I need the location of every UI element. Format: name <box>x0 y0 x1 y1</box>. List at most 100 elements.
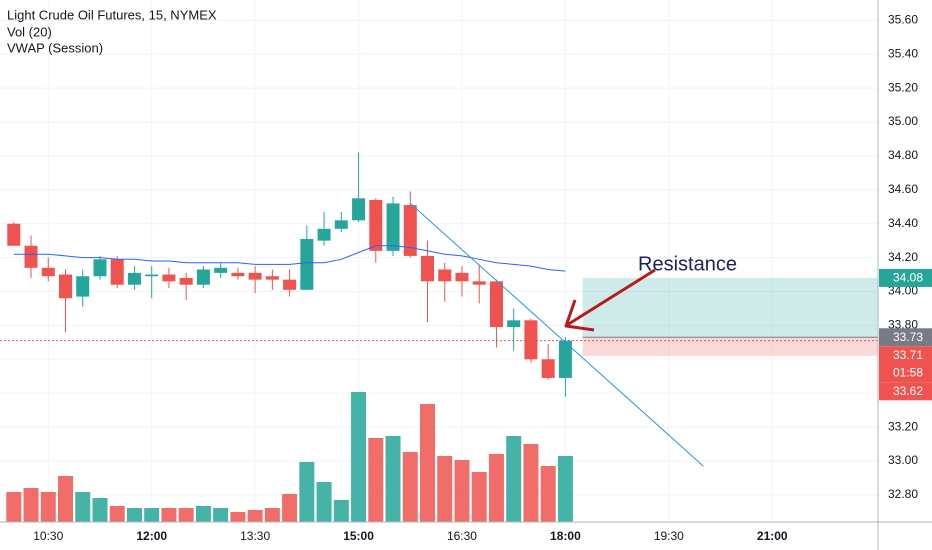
x-tick-label: 15:00 <box>343 529 374 543</box>
annotation-arrowhead <box>564 299 595 332</box>
volume-bar <box>454 460 470 522</box>
candle-body <box>369 199 383 251</box>
volume-bar <box>213 508 229 522</box>
x-tick-label: 16:30 <box>447 529 477 543</box>
y-tick-label: 34.20 <box>888 250 918 264</box>
candle-body <box>214 267 228 273</box>
x-tick-label: 12:00 <box>136 529 167 543</box>
volume-bar <box>6 492 22 522</box>
candle-body <box>59 274 73 299</box>
y-tick-label: 33.80 <box>888 318 918 332</box>
candle-body <box>179 277 193 285</box>
candle-body <box>162 274 176 282</box>
price-label: 34.08 <box>893 271 923 285</box>
trendline <box>409 203 704 467</box>
candle-body <box>265 276 279 280</box>
candle-body <box>524 320 538 360</box>
price-label-box <box>879 382 932 401</box>
volume-bar <box>109 506 125 522</box>
candle-body <box>145 274 159 277</box>
volume-bar <box>144 508 160 522</box>
candle-body <box>421 255 435 282</box>
legend-vwap: VWAP (Session) <box>7 40 103 55</box>
y-tick-label: 35.00 <box>888 114 918 128</box>
volume-bar <box>40 492 56 522</box>
annotation-arrow <box>566 268 656 327</box>
volume-bar <box>385 436 401 522</box>
candle-body <box>93 259 107 277</box>
candle-body <box>472 281 486 285</box>
plot <box>6 152 704 522</box>
y-tick-label: 34.80 <box>888 148 918 162</box>
candle-body <box>352 198 366 221</box>
volume-bar <box>471 472 487 522</box>
volume-bar <box>178 508 194 522</box>
y-tick-label: 34.40 <box>888 216 918 230</box>
axes: 32.8033.0033.2033.4033.6033.8034.0034.20… <box>33 13 932 543</box>
candle-body <box>231 272 245 277</box>
volume-bar <box>351 392 367 522</box>
volume-bar <box>230 512 246 522</box>
price-label: 33.73 <box>893 330 923 344</box>
y-tick-label: 34.60 <box>888 182 918 196</box>
candle-body <box>300 238 314 290</box>
volume-bar <box>437 456 453 522</box>
volume-bar <box>161 508 177 522</box>
candle-body <box>76 276 90 297</box>
volume-bar <box>333 500 349 522</box>
volume-bar <box>299 462 315 522</box>
volume-bar <box>557 456 573 522</box>
y-tick-label: 33.20 <box>888 419 918 433</box>
volume-bar <box>23 488 39 522</box>
candle-body <box>110 259 124 285</box>
volume-bar <box>282 494 298 522</box>
candle-body <box>127 272 141 285</box>
candle-body <box>455 272 469 282</box>
target-zone <box>582 277 878 338</box>
price-label: 33.71 <box>893 348 923 362</box>
candle-body <box>334 220 348 229</box>
time-axis <box>0 522 932 550</box>
annotation: Resistance <box>638 253 737 275</box>
volume-bar <box>540 466 556 522</box>
volume-bar <box>420 404 436 522</box>
y-tick-label: 35.40 <box>888 46 918 60</box>
legend-volume: Vol (20) <box>7 24 52 39</box>
candle-body <box>248 272 262 280</box>
candle-body <box>24 245 38 268</box>
x-tick-label: 10:30 <box>33 529 63 543</box>
volume-bar <box>368 438 384 522</box>
vwap-line <box>13 245 566 272</box>
volume-bar <box>126 508 142 522</box>
chart-title: Light Crude Oil Futures, 15, NYMEX <box>7 7 217 22</box>
candle-body <box>386 203 400 251</box>
candle-body <box>317 228 331 241</box>
volume-bar <box>92 498 108 522</box>
y-tick-label: 35.60 <box>888 13 918 27</box>
candle-body <box>438 269 452 282</box>
y-tick-label: 34.00 <box>888 284 918 298</box>
x-tick-label: 13:30 <box>240 529 270 543</box>
candle-body <box>41 267 55 277</box>
price-label-box <box>879 268 932 287</box>
volume-bar <box>264 508 280 522</box>
x-tick-label: 21:00 <box>757 529 788 543</box>
price-label-box <box>879 346 932 383</box>
countdown-label: 01:58 <box>893 365 923 379</box>
price-label-box <box>879 328 932 347</box>
candle-body <box>196 269 210 285</box>
candle-body <box>7 223 21 246</box>
plot-background <box>0 0 878 522</box>
price-label: 33.62 <box>893 384 923 398</box>
volume-bar <box>402 452 418 522</box>
y-tick-label: 33.00 <box>888 453 918 467</box>
stop-zone <box>582 337 878 356</box>
volume-bar <box>195 506 211 522</box>
candle-body <box>489 281 503 328</box>
volume-bar <box>58 476 74 522</box>
volume-bar <box>523 444 539 522</box>
volume-bar <box>506 436 522 522</box>
candle-body <box>507 320 521 328</box>
